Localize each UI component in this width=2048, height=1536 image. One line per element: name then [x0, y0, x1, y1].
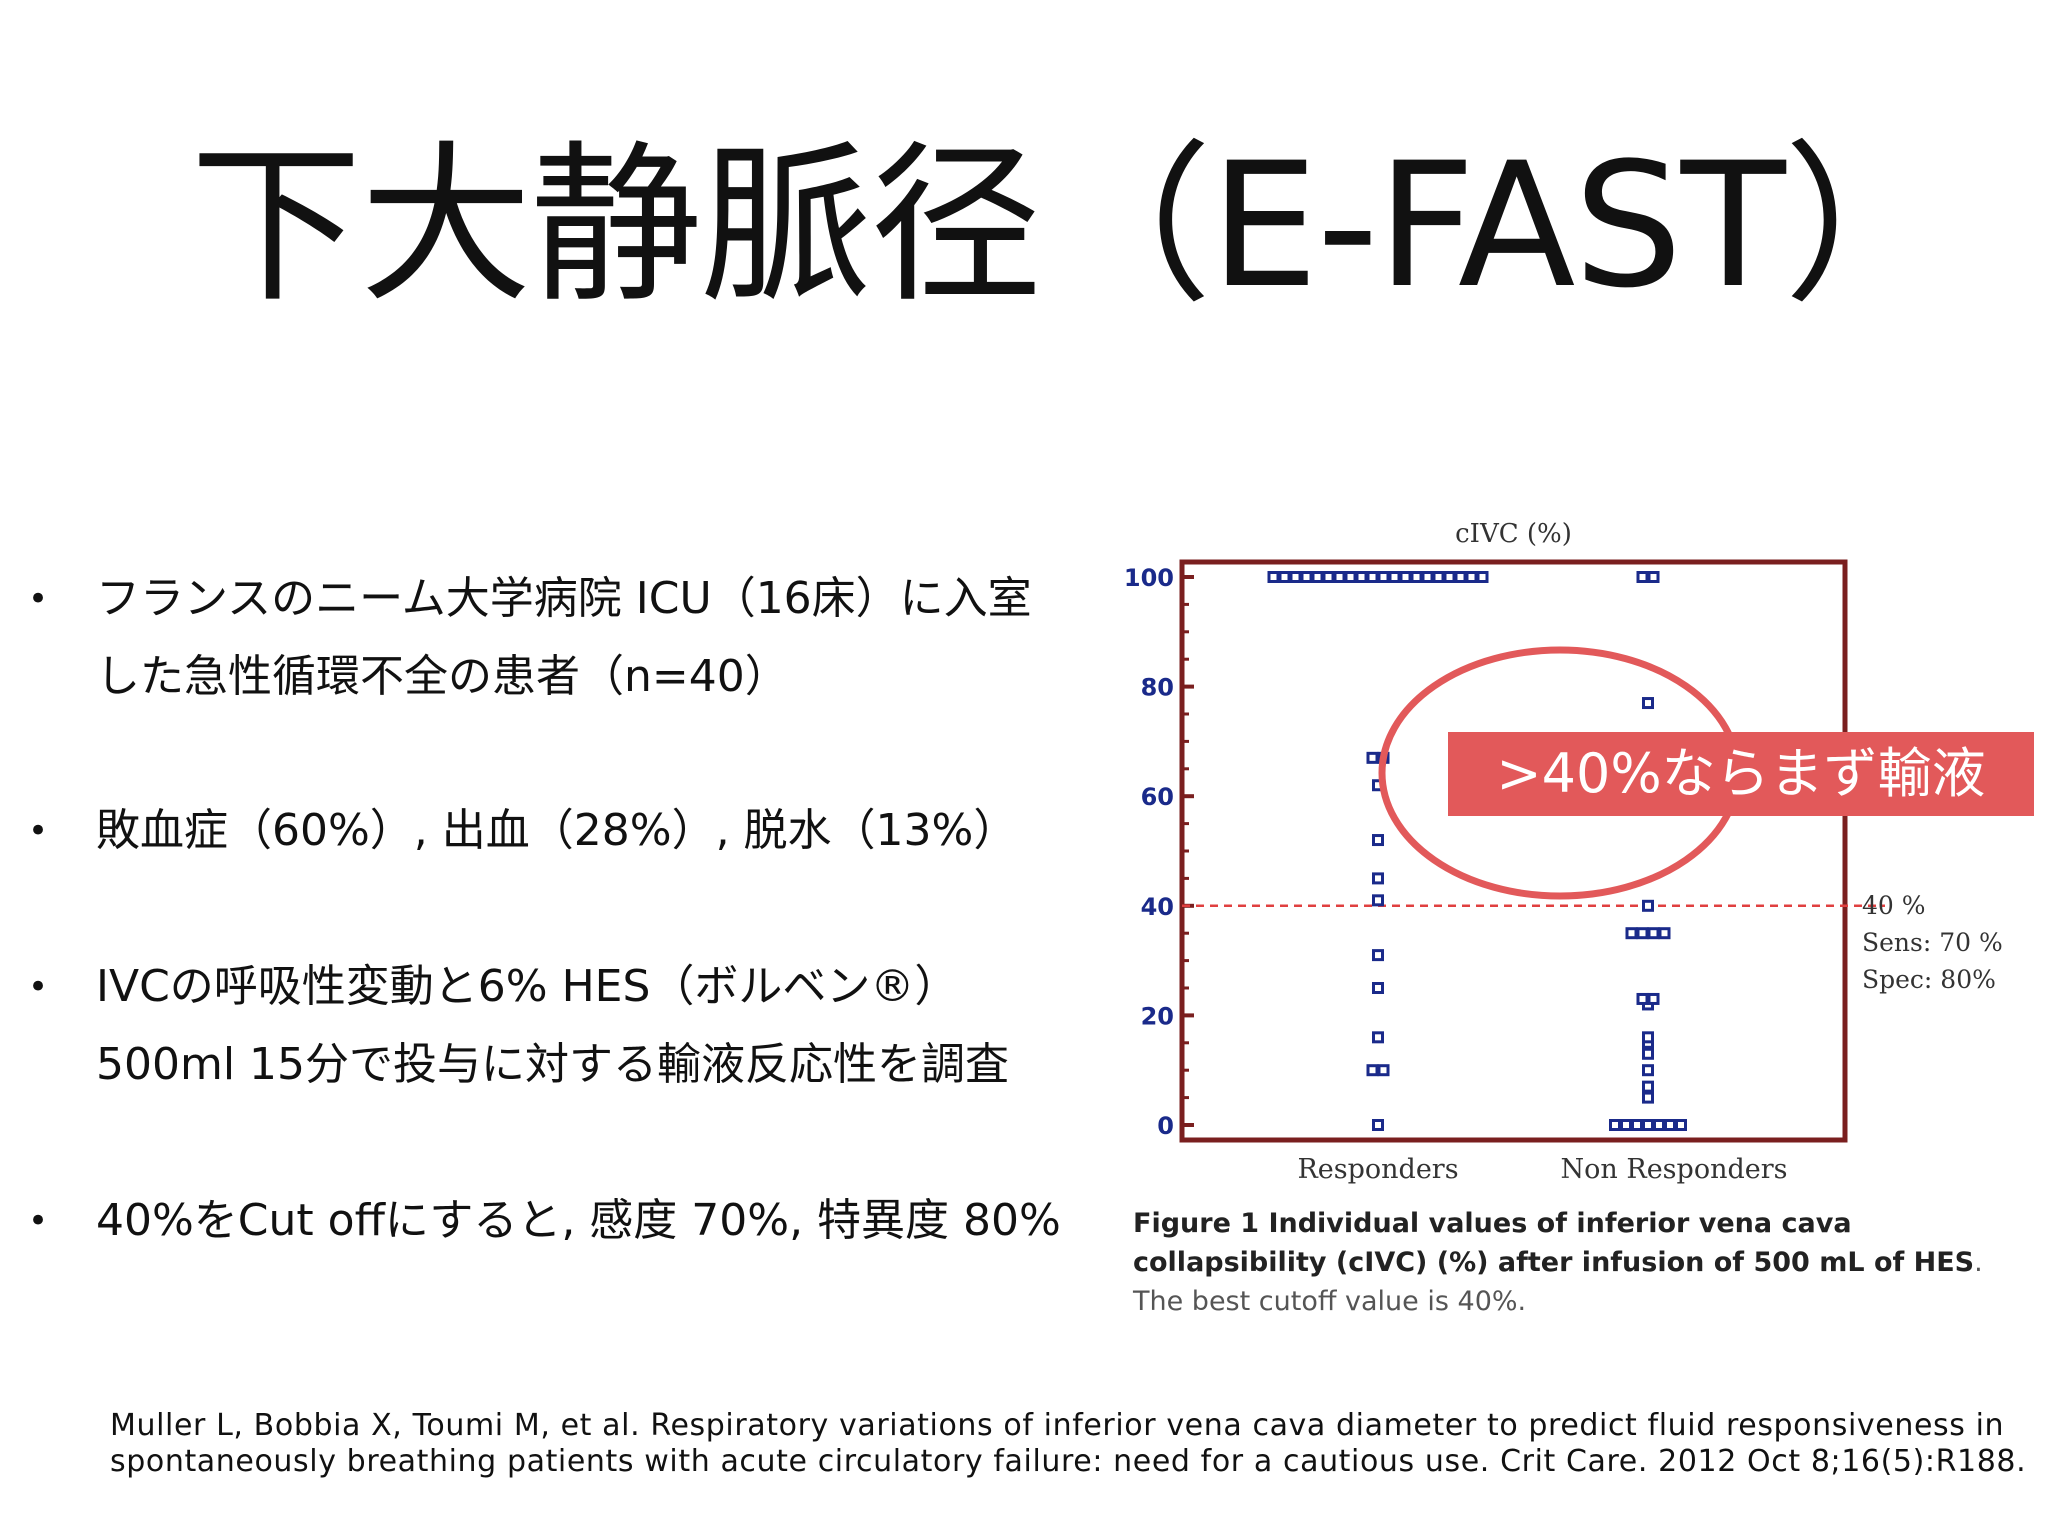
data-point: [1647, 571, 1660, 583]
y-tick-label: 40: [1141, 893, 1174, 921]
data-point: [1311, 571, 1324, 583]
bullet-text: 敗血症（60%）, 出血（28%）, 脱水（13%）: [96, 805, 1018, 856]
figure: cIVC (%) 0 20 40 60 80 100 Responders Non Respon…: [1120, 510, 2048, 1330]
x-category-label: Non Responders: [1561, 1154, 1788, 1185]
data-point: [1625, 927, 1638, 940]
y-tick-label: 100: [1124, 564, 1174, 592]
data-point: [1372, 872, 1384, 885]
y-tick-label: 20: [1141, 1002, 1174, 1030]
bullet-dot: •: [28, 579, 49, 619]
data-point: [1675, 1119, 1687, 1131]
data-point: [1653, 1119, 1665, 1131]
data-point: [1377, 1064, 1390, 1077]
data-point: [1432, 571, 1445, 583]
scatter-chart: cIVC (%) 0 20 40 60 80 100 Responders Non Respon…: [1124, 519, 2003, 1185]
slide-title: 下大静脈径（E-FAST）: [190, 125, 1956, 326]
data-point: [1377, 571, 1390, 583]
data-point: [1372, 982, 1384, 994]
data-point: [1664, 1119, 1676, 1131]
data-point: [1421, 571, 1434, 583]
data-point: [1372, 949, 1384, 962]
data-point: [1355, 571, 1368, 583]
data-point: [1366, 751, 1379, 764]
bullet-dot: •: [28, 1201, 49, 1241]
data-point: [1300, 571, 1313, 583]
data-point: [1620, 1119, 1632, 1131]
plot-frame: [1179, 559, 1848, 1143]
data-point: [1642, 1080, 1654, 1093]
data-point: [1636, 571, 1649, 583]
data-point: [1642, 697, 1654, 710]
cutoff-label: 40 %: [1862, 891, 1926, 920]
bullet-text: フランスのニーム大学病院 ICU（16床）に入室: [96, 573, 1032, 624]
data-point: [1372, 1031, 1384, 1044]
data-point: [1366, 1064, 1379, 1077]
data-point: [1333, 571, 1346, 583]
y-tick-label: 80: [1141, 674, 1174, 702]
bullet-text: 40%をCut offにすると, 感度 70%, 特異度 80%: [96, 1195, 1061, 1246]
data-point: [1322, 571, 1335, 583]
y-tick-label: 0: [1157, 1112, 1174, 1140]
data-point: [1647, 992, 1660, 1005]
data-point: [1399, 571, 1412, 583]
reference: Muller L, Bobbia X, Toumi M, et al. Resp…: [110, 1408, 2027, 1479]
data-point: [1410, 571, 1423, 583]
cutoff-label: Spec: 80%: [1862, 965, 1996, 994]
bullet-text: IVCの呼吸性変動と6% HES（ボルベン®）: [96, 961, 959, 1012]
data-point: [1465, 571, 1478, 583]
data-point: [1631, 1119, 1643, 1131]
data-point: [1642, 899, 1654, 912]
data-point: [1642, 1047, 1654, 1060]
data-point: [1642, 1064, 1654, 1077]
data-point: [1372, 1119, 1384, 1131]
cutoff-label: Sens: 70 %: [1862, 928, 2003, 957]
caption-normal: . The best cutoff value is 40%.: [1133, 1247, 1983, 1317]
caption-bold: Figure 1 Individual values of inferior v…: [1133, 1208, 1975, 1278]
data-point: [1636, 927, 1649, 940]
data-point: [1289, 571, 1302, 583]
data-point: [1642, 1031, 1654, 1044]
data-point: [1443, 571, 1456, 583]
figure-caption: Figure 1 Individual values of inferior v…: [1133, 1204, 2003, 1321]
data-point: [1658, 927, 1671, 940]
data-point: [1647, 927, 1660, 940]
bullet-text: 500ml 15分で投与に対する輸液反応性を調査: [96, 1039, 1010, 1090]
bullet-text: した急性循環不全の患者（n=40）: [96, 651, 789, 702]
data-point: [1278, 571, 1291, 583]
bullet-dot: •: [28, 967, 49, 1007]
data-point: [1388, 571, 1401, 583]
bullet-dot: •: [28, 811, 49, 851]
data-point: [1476, 571, 1489, 583]
data-point: [1642, 1091, 1654, 1104]
data-point: [1609, 1119, 1621, 1131]
data-point: [1642, 1119, 1654, 1131]
data-point: [1372, 894, 1384, 907]
data-point: [1344, 571, 1357, 583]
chart-title: cIVC (%): [1455, 519, 1572, 549]
data-point: [1372, 834, 1384, 847]
data-point: [1636, 992, 1649, 1005]
data-point: [1267, 571, 1280, 583]
x-category-label: Responders: [1297, 1154, 1458, 1185]
callout-label: >40%ならまず輸液: [1448, 732, 2034, 816]
data-point: [1454, 571, 1467, 583]
data-point: [1366, 571, 1379, 583]
y-tick-label: 60: [1141, 783, 1174, 811]
